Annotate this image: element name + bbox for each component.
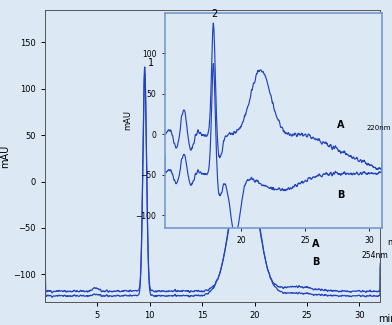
- Text: A: A: [338, 120, 345, 130]
- Text: B: B: [338, 189, 345, 200]
- Y-axis label: mAU: mAU: [0, 144, 11, 168]
- X-axis label: min: min: [387, 238, 392, 247]
- Text: 254nm: 254nm: [361, 251, 388, 260]
- Text: 2: 2: [211, 9, 218, 20]
- Text: B: B: [312, 257, 319, 267]
- Text: 220nm: 220nm: [367, 125, 391, 131]
- X-axis label: min: min: [378, 314, 392, 324]
- Y-axis label: mAU: mAU: [123, 110, 132, 130]
- Text: A: A: [312, 239, 319, 249]
- Text: 1: 1: [148, 58, 154, 68]
